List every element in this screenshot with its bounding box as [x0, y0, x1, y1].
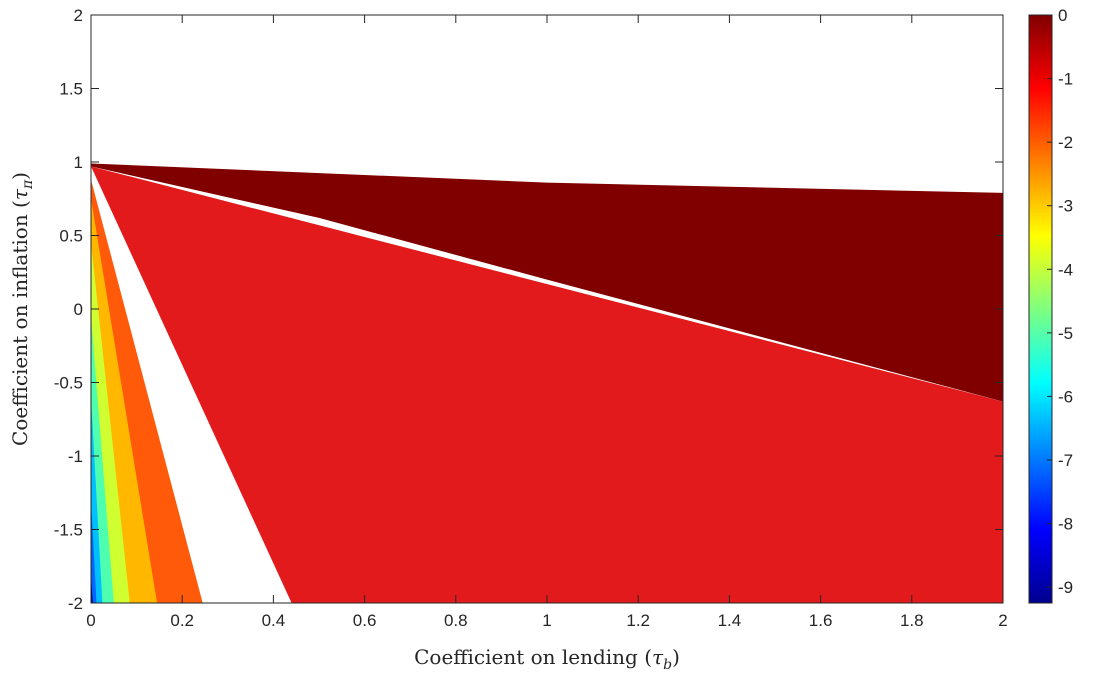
y-axis: -2 -1.5 -1 -0.5 0 0.5 1 1.5 2 [54, 6, 1003, 613]
plot-area [91, 163, 1003, 603]
colorbar-ticks: 0 -1 -2 -3 -4 -5 -6 -7 -8 -9 [1047, 6, 1073, 597]
x-tick-label: 1.2 [626, 611, 650, 630]
colorbar-tick-label: -7 [1058, 451, 1073, 470]
colorbar-tick-label: 0 [1058, 6, 1067, 25]
contour-region-level--4.75 [91, 163, 114, 603]
colorbar-tick-label: -1 [1058, 70, 1073, 89]
y-tick-label: 1 [74, 153, 83, 172]
y-tick-label: -0.5 [54, 374, 83, 393]
x-tick-label: 0 [86, 611, 95, 630]
y-tick-label: -2 [68, 594, 83, 613]
contour-region-level--6 [91, 163, 103, 603]
y-tick-label: 0.5 [59, 227, 83, 246]
x-tick-label: 0.8 [444, 611, 468, 630]
colorbar-tick-label: -2 [1058, 133, 1073, 152]
colorbar-tick-label: -4 [1058, 260, 1073, 279]
contour-region-level--7.5 [91, 163, 97, 603]
x-tick-label: 0.2 [170, 611, 194, 630]
x-axis: 0 0.2 0.4 0.6 0.8 1 1.2 1.4 1.6 1.8 2 [86, 15, 1008, 630]
y-tick-label: 0 [74, 300, 83, 319]
x-axis-label: Coefficient on lending (τb) [414, 645, 680, 673]
colorbar-tick-label: -3 [1058, 197, 1073, 216]
x-tick-label: 0.4 [262, 611, 286, 630]
colorbar-tick-label: -5 [1058, 324, 1073, 343]
y-tick-label: -1 [68, 447, 83, 466]
contour-region-level--1 [91, 166, 1003, 603]
x-tick-label: 0.6 [353, 611, 377, 630]
colorbar-tick-label: -9 [1058, 578, 1073, 597]
y-tick-label: -1.5 [54, 521, 83, 540]
colorbar-tick-label: -8 [1058, 515, 1073, 534]
x-tick-label: 1.8 [900, 611, 924, 630]
colorbar [1028, 14, 1053, 604]
x-tick-label: 1.6 [809, 611, 833, 630]
y-tick-label: 1.5 [59, 80, 83, 99]
y-axis-label: Coefficient on inflation (τπ) [8, 172, 36, 446]
x-tick-label: 1.4 [718, 611, 742, 630]
x-tick-label: 1 [542, 611, 551, 630]
colorbar-tick-label: -6 [1058, 387, 1073, 406]
x-tick-label: 2 [998, 611, 1007, 630]
y-tick-label: 2 [74, 6, 83, 25]
contour-region-level-0 [91, 163, 1003, 402]
